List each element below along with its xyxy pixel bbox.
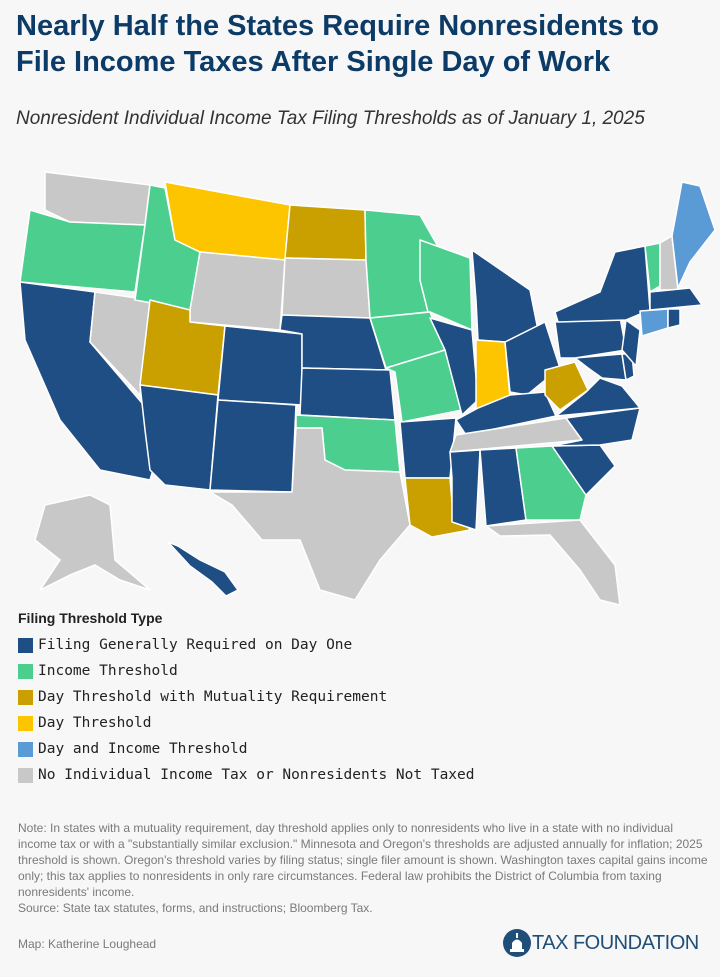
state-wi bbox=[419, 239, 473, 331]
state-nv bbox=[89, 291, 151, 396]
footnote: Note: In states with a mutuality require… bbox=[18, 820, 708, 916]
note-text: Note: In states with a mutuality require… bbox=[18, 821, 708, 899]
state-ri bbox=[667, 308, 681, 329]
legend-swatch bbox=[18, 689, 33, 705]
legend-label: Day Threshold bbox=[38, 715, 152, 731]
legend-swatch bbox=[18, 767, 33, 783]
state-mo bbox=[385, 349, 463, 423]
state-ma bbox=[649, 287, 703, 311]
state-fl bbox=[485, 519, 621, 606]
legend-label: Day Threshold with Mutuality Requirement bbox=[38, 689, 388, 705]
logo-text: TAX FOUNDATION bbox=[532, 931, 699, 954]
page-title: Nearly Half the States Require Nonreside… bbox=[16, 10, 659, 78]
legend-label: Filing Generally Required on Day One bbox=[38, 637, 353, 653]
legend-swatch bbox=[18, 663, 33, 679]
us-map bbox=[19, 171, 716, 606]
state-ar bbox=[399, 417, 457, 479]
subtitle: Nonresident Individual Income Tax Filing… bbox=[16, 108, 645, 129]
state-wv bbox=[544, 361, 589, 411]
capitol-dome-icon bbox=[503, 929, 531, 957]
legend-item-day-mutual: Day Threshold with Mutuality Requirement bbox=[18, 684, 475, 710]
legend-item-none: No Individual Income Tax or Nonresidents… bbox=[18, 762, 475, 788]
legend-item-day: Day Threshold bbox=[18, 710, 475, 736]
legend-swatch bbox=[18, 715, 33, 731]
legend-item-income: Income Threshold bbox=[18, 658, 475, 684]
legend-item-day-income: Day and Income Threshold bbox=[18, 736, 475, 762]
state-nd bbox=[284, 204, 367, 261]
state-mi bbox=[471, 249, 541, 343]
state-co bbox=[217, 325, 303, 406]
legend: Filing Threshold Type Filing Generally R… bbox=[18, 610, 475, 788]
source-text: Source: State tax statutes, forms, and i… bbox=[18, 901, 373, 915]
state-ga bbox=[515, 445, 587, 521]
state-md bbox=[574, 353, 627, 381]
legend-label: Day and Income Threshold bbox=[38, 741, 248, 757]
state-ak bbox=[34, 494, 151, 591]
state-ny bbox=[554, 245, 651, 323]
legend-title: Filing Threshold Type bbox=[18, 610, 163, 626]
state-wa bbox=[44, 171, 151, 226]
state-pa bbox=[554, 316, 627, 359]
state-ct bbox=[639, 308, 669, 337]
legend-item-day-one: Filing Generally Required on Day One bbox=[18, 632, 475, 658]
state-ms bbox=[449, 449, 481, 531]
state-ks bbox=[299, 367, 396, 421]
map-credit: Map: Katherine Loughead bbox=[18, 937, 157, 951]
state-nm bbox=[209, 399, 297, 493]
state-wy bbox=[189, 251, 286, 331]
legend-swatch bbox=[18, 637, 33, 653]
state-sd bbox=[281, 257, 371, 319]
state-tx bbox=[209, 427, 411, 601]
legend-label: No Individual Income Tax or Nonresidents… bbox=[38, 767, 475, 783]
state-nj bbox=[621, 319, 641, 367]
state-va bbox=[555, 377, 641, 417]
legend-label: Income Threshold bbox=[38, 663, 178, 679]
legend-swatch bbox=[18, 741, 33, 757]
state-hi bbox=[167, 541, 239, 597]
state-il bbox=[429, 317, 479, 416]
tax-foundation-logo: TAX FOUNDATION bbox=[502, 928, 699, 958]
state-me bbox=[671, 181, 716, 289]
